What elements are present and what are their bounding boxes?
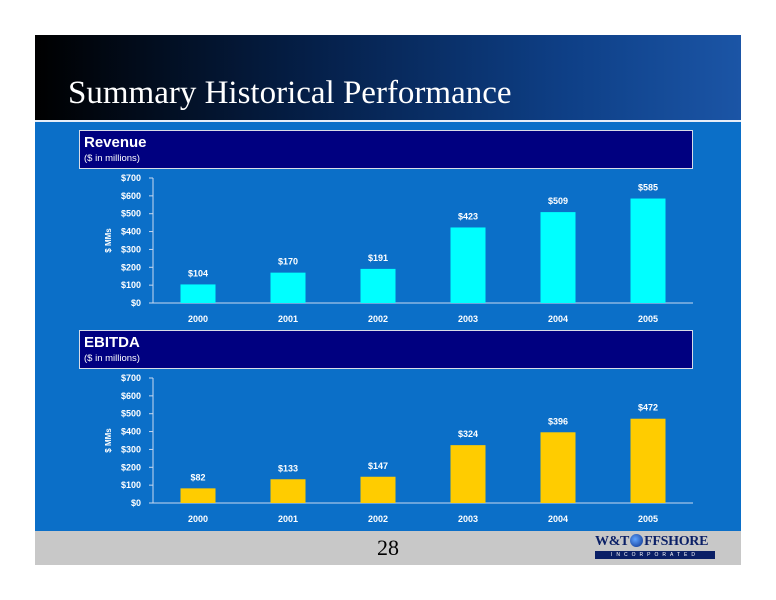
ebitda-data-label: $147 <box>368 461 388 471</box>
revenue-bar <box>270 272 306 303</box>
ebitda-bar <box>360 476 396 503</box>
revenue-data-label: $104 <box>188 268 208 278</box>
ebitda-x-tick-label: 2000 <box>188 514 208 524</box>
ebitda-y-tick-label: $400 <box>121 427 141 437</box>
revenue-x-tick-label: 2005 <box>638 314 658 324</box>
ebitda-section-title: EBITDA <box>84 334 140 351</box>
revenue-y-axis-label: $ MMs <box>104 228 113 253</box>
ebitda-y-tick-label: $600 <box>121 391 141 401</box>
slide: Summary Historical Performance Revenue (… <box>35 35 741 565</box>
ebitda-y-tick-label: $300 <box>121 444 141 454</box>
ebitda-section-subtitle: ($ in millions) <box>84 353 140 364</box>
ebitda-y-tick-label: $700 <box>121 373 141 383</box>
ebitda-y-tick-label: $0 <box>131 498 141 508</box>
revenue-y-tick-label: $700 <box>121 173 141 183</box>
logo-subtitle: INCORPORATED <box>595 551 715 559</box>
page-number: 28 <box>377 535 399 560</box>
revenue-data-label: $585 <box>638 183 658 193</box>
ebitda-bar <box>450 445 486 503</box>
revenue-y-tick-label: $500 <box>121 209 141 219</box>
ebitda-data-label: $396 <box>548 416 568 426</box>
ebitda-bar <box>630 418 666 503</box>
revenue-data-label: $170 <box>278 257 298 267</box>
revenue-bar <box>540 212 576 303</box>
logo-text-left: W&T <box>595 534 630 549</box>
revenue-bar <box>180 284 216 303</box>
ebitda-bar <box>270 479 306 503</box>
revenue-chart: $0 $100 $200 $300 $400 $500 $600 $700 $ MMs $104 2… <box>104 173 693 324</box>
ebitda-bar <box>180 488 216 503</box>
revenue-bar <box>630 198 666 303</box>
globe-icon <box>630 534 644 547</box>
revenue-bar <box>450 227 486 303</box>
revenue-data-label: $509 <box>548 196 568 206</box>
ebitda-y-tick-label: $100 <box>121 480 141 490</box>
revenue-data-label: $191 <box>368 253 388 263</box>
revenue-y-tick-label: $0 <box>131 298 141 308</box>
revenue-section-title: Revenue <box>84 134 147 151</box>
slide-title: Summary Historical Performance <box>68 75 512 111</box>
ebitda-data-label: $82 <box>190 472 205 482</box>
company-logo: W&T FFSHORE INCORPORATED <box>595 534 715 561</box>
ebitda-section-header: EBITDA ($ in millions) <box>79 330 693 369</box>
revenue-section-header: Revenue ($ in millions) <box>79 130 693 169</box>
revenue-y-tick-label: $600 <box>121 191 141 201</box>
ebitda-data-label: $324 <box>458 429 478 439</box>
ebitda-x-tick-label: 2005 <box>638 514 658 524</box>
slide-header <box>35 35 741 120</box>
ebitda-x-tick-label: 2003 <box>458 514 478 524</box>
ebitda-y-axis-label: $ MMs <box>104 428 113 453</box>
revenue-y-tick-label: $100 <box>121 280 141 290</box>
revenue-x-tick-label: 2004 <box>548 314 568 324</box>
ebitda-x-tick-label: 2004 <box>548 514 568 524</box>
ebitda-y-tick-label: $200 <box>121 462 141 472</box>
revenue-x-tick-label: 2003 <box>458 314 478 324</box>
logo-text-right: FFSHORE <box>644 534 709 549</box>
revenue-y-tick-label: $200 <box>121 262 141 272</box>
ebitda-data-label: $133 <box>278 463 298 473</box>
ebitda-data-label: $472 <box>638 403 658 413</box>
ebitda-x-tick-label: 2002 <box>368 514 388 524</box>
revenue-data-label: $423 <box>458 211 478 221</box>
revenue-section-subtitle: ($ in millions) <box>84 153 140 164</box>
header-divider <box>35 120 741 122</box>
slide-footer: 28 W&T FFSHORE INCORPORATED <box>35 531 741 565</box>
revenue-x-tick-label: 2002 <box>368 314 388 324</box>
revenue-x-tick-label: 2000 <box>188 314 208 324</box>
revenue-y-tick-label: $400 <box>121 227 141 237</box>
ebitda-x-tick-label: 2001 <box>278 514 298 524</box>
revenue-x-tick-label: 2001 <box>278 314 298 324</box>
ebitda-chart: $0 $100 $200 $300 $400 $500 $600 $700 $ MMs $82 20… <box>104 373 693 524</box>
revenue-y-tick-label: $300 <box>121 244 141 254</box>
revenue-bar <box>360 268 396 303</box>
ebitda-bar <box>540 432 576 503</box>
ebitda-y-tick-label: $500 <box>121 409 141 419</box>
